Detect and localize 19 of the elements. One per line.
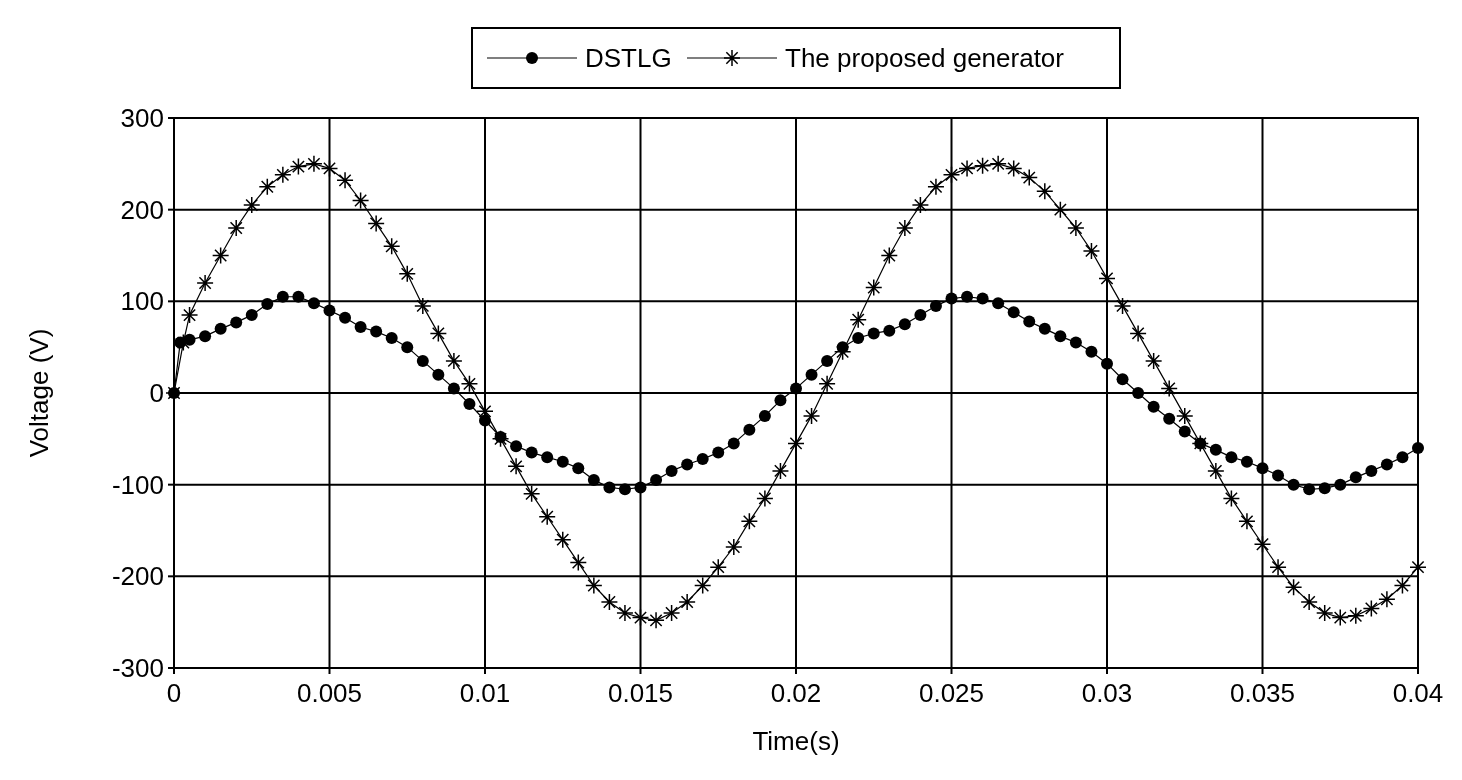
x-tick-label: 0.02 (770, 678, 822, 708)
x-tick-label: 0.025 (918, 678, 985, 708)
legend-label: DSTLG (585, 43, 672, 73)
x-tick-label: 0.04 (1392, 678, 1444, 708)
x-axis-title: Time(s) (752, 726, 840, 756)
x-tick-label: 0.005 (296, 678, 363, 708)
y-tick-label: 100 (120, 286, 164, 317)
y-axis-title: Voltage (V) (24, 328, 54, 458)
x-tick-label: 0.035 (1229, 678, 1296, 708)
y-tick-label: -200 (111, 561, 164, 592)
y-tick-label: 200 (120, 194, 164, 225)
y-tick-label: -300 (111, 653, 164, 683)
y-tick-label: 0 (149, 378, 164, 408)
x-tick-label: 0.015 (607, 678, 674, 708)
y-tick-label: 300 (120, 103, 164, 133)
y-tick-label: -100 (111, 469, 164, 500)
legend-label: The proposed generator (785, 43, 1065, 73)
x-tick-label: 0.03 (1081, 678, 1133, 708)
x-tick-label: 0.01 (459, 678, 511, 708)
